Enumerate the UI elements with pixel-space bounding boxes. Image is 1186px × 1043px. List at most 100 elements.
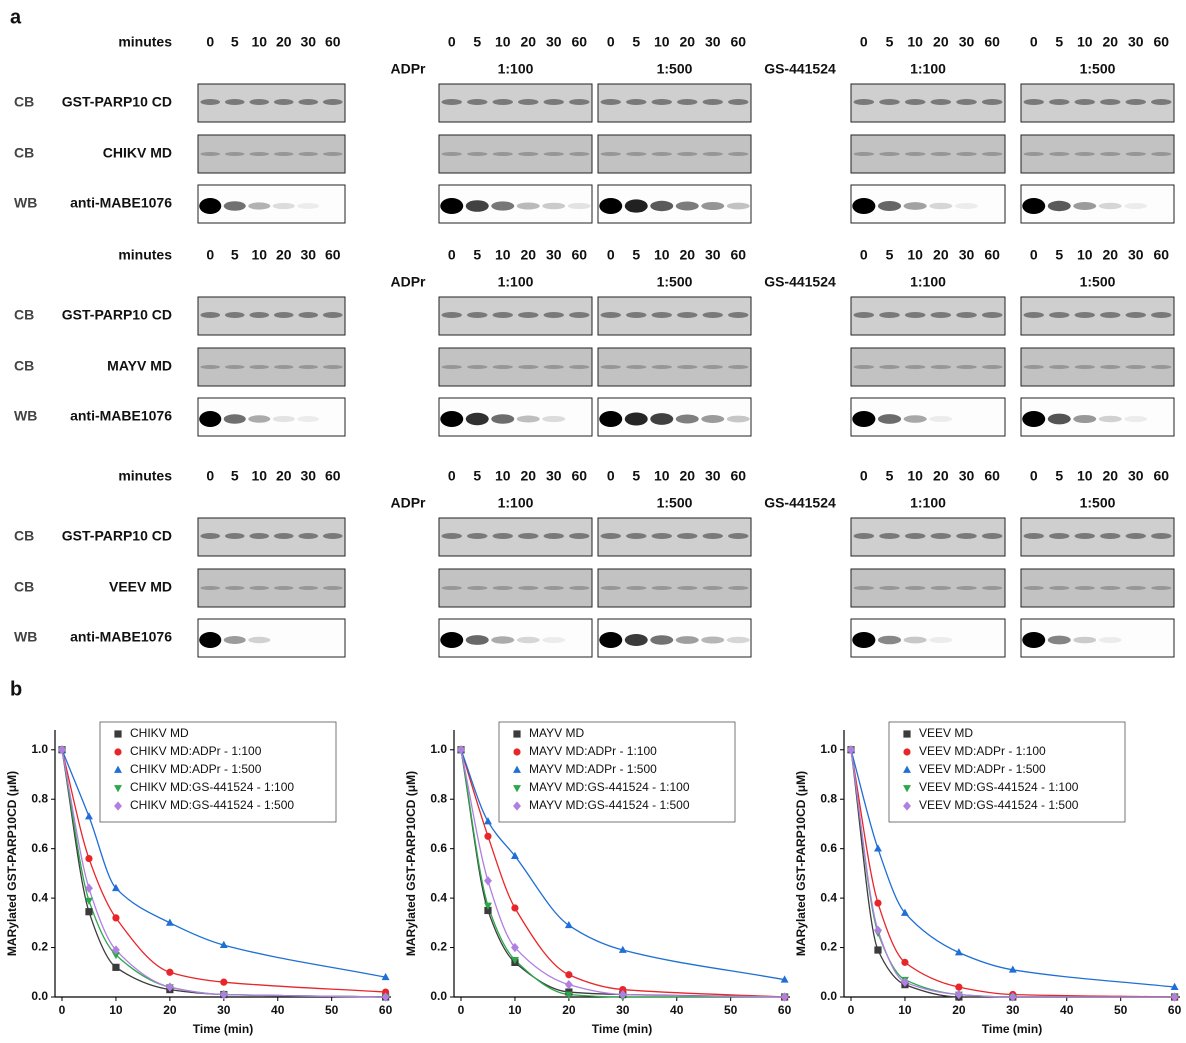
y-tick-label: 0.4 — [430, 890, 447, 904]
cb-band — [853, 586, 875, 590]
time-label: 10 — [907, 468, 923, 484]
cb-band — [249, 365, 270, 369]
legend-label: VEEV MD:ADPr - 1:100 — [919, 744, 1046, 758]
data-point — [85, 883, 93, 893]
time-label: 10 — [654, 34, 670, 50]
wb-band — [1022, 198, 1046, 214]
treatment-label: ADPr — [390, 274, 426, 290]
cb-band — [651, 152, 672, 156]
cb-band — [467, 365, 488, 369]
cb-band — [569, 152, 590, 156]
blot — [1020, 296, 1175, 336]
wb-band — [465, 200, 489, 212]
data-point — [900, 977, 909, 987]
time-label: 20 — [679, 468, 695, 484]
wb-band — [491, 636, 515, 644]
cb-band — [543, 312, 564, 318]
fit-curve — [61, 749, 386, 993]
cb-band — [677, 533, 698, 539]
wb-band — [272, 202, 295, 210]
data-point — [85, 908, 93, 916]
x-tick-label: 40 — [670, 1003, 684, 1017]
time-label: 0 — [206, 34, 214, 50]
protein-label: GST-PARP10 CD — [62, 94, 172, 110]
cb-band — [298, 586, 319, 590]
time-label: 30 — [705, 34, 721, 50]
cb-band — [298, 533, 319, 539]
time-label: 0 — [448, 34, 456, 50]
wb-band — [624, 412, 648, 426]
cb-band — [1074, 152, 1095, 156]
legend-label: MAYV MD:GS-441524 - 1:500 — [529, 798, 690, 812]
cb-band — [1049, 365, 1070, 369]
time-label: 0 — [206, 247, 214, 263]
time-label: 30 — [1128, 34, 1144, 50]
legend-marker — [903, 801, 911, 811]
time-label: 5 — [632, 468, 640, 484]
ratio-label: 1:100 — [910, 495, 946, 511]
data-point — [484, 832, 492, 840]
stain-label: WB — [14, 408, 37, 424]
cb-band — [518, 99, 539, 105]
cb-band — [518, 533, 539, 539]
cb-band — [467, 533, 488, 539]
wb-band — [440, 411, 464, 427]
cb-band — [626, 586, 647, 590]
data-point — [618, 945, 627, 953]
time-label: 5 — [473, 247, 481, 263]
legend-label: CHIKV MD:ADPr - 1:100 — [130, 744, 262, 758]
time-label: 20 — [276, 247, 292, 263]
cb-band — [600, 533, 621, 539]
legend-marker — [513, 748, 521, 756]
cb-band — [543, 586, 564, 590]
cb-band — [441, 586, 462, 590]
time-label: 60 — [984, 34, 1000, 50]
cb-band — [904, 312, 926, 318]
data-point — [111, 883, 120, 892]
data-point — [112, 914, 120, 922]
blot — [597, 296, 752, 336]
treatment-label: ADPr — [390, 61, 426, 77]
cb-band — [904, 99, 926, 105]
panel-label: a — [10, 6, 22, 28]
data-point — [901, 958, 909, 966]
data-point — [618, 989, 627, 1000]
wb-band — [1098, 636, 1122, 644]
cb-band — [981, 152, 1003, 156]
cb-band — [600, 365, 621, 369]
time-label: 20 — [1102, 468, 1118, 484]
cb-band — [879, 312, 900, 318]
minutes-label: minutes — [118, 34, 172, 50]
time-label: 10 — [654, 247, 670, 263]
panel-label: b — [10, 678, 22, 700]
time-label: 20 — [520, 468, 536, 484]
cb-band — [1125, 312, 1146, 318]
wb-band — [701, 415, 725, 423]
cb-band — [467, 152, 488, 156]
stain-label: CB — [14, 579, 34, 595]
cb-band — [702, 99, 723, 105]
stain-label: CB — [14, 307, 34, 323]
cb-band — [626, 312, 647, 318]
time-label: 20 — [933, 247, 949, 263]
legend-label: CHIKV MD:ADPr - 1:500 — [130, 762, 262, 776]
cb-band — [853, 152, 875, 156]
wb-band — [701, 636, 725, 644]
blot — [438, 83, 593, 123]
wb-band — [726, 636, 750, 644]
stain-label: WB — [14, 629, 37, 645]
data-point — [954, 948, 963, 956]
legend-label: VEEV MD:ADPr - 1:500 — [919, 762, 1046, 776]
cb-band — [1074, 533, 1095, 539]
cb-band — [200, 586, 221, 590]
blot — [1020, 568, 1175, 608]
cb-band — [728, 152, 749, 156]
cb-band — [569, 99, 590, 105]
wb-band — [491, 414, 515, 424]
fit-curve — [850, 749, 1175, 988]
time-label: 10 — [251, 34, 267, 50]
blot — [850, 347, 1006, 387]
wb-band — [1124, 415, 1148, 423]
wb-band — [1124, 202, 1148, 210]
blot — [1020, 517, 1175, 557]
